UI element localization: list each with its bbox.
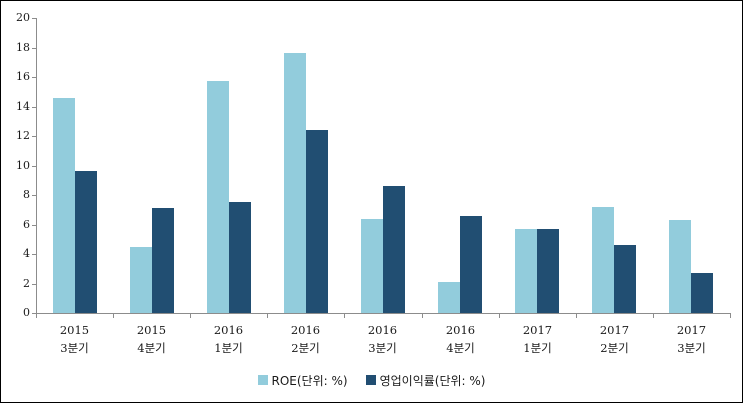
x-category-year: 2015 [59,323,90,337]
x-category-label: 2016 3분기 [344,321,421,357]
bar-op-margin-2016-1분기 [229,202,251,313]
y-axis-tick-label: 12 [16,129,30,142]
bar-op-margin-2016-4분기 [460,216,482,313]
x-axis-tick [344,314,345,318]
y-axis-tick [32,107,36,108]
y-axis-tick [32,48,36,49]
x-category-year: 2016 [290,323,321,337]
x-axis-tick [576,314,577,318]
y-axis-tick [32,136,36,137]
y-axis-tick-label: 14 [16,100,30,113]
y-axis-tick [32,195,36,196]
x-axis-line [36,313,731,314]
bar-roe-2016-1분기 [207,81,229,313]
legend-label: 영업이익률(단위: %) [379,373,486,388]
bar-roe-2016-3분기 [361,219,383,313]
x-category-quarter: 3분기 [368,341,397,355]
bar-roe-2017-2분기 [592,207,614,313]
y-axis-line [36,18,37,314]
y-axis-tick-label: 2 [23,277,30,290]
x-category-label: 2016 4분기 [422,321,499,357]
x-axis-tick [113,314,114,318]
x-category-label: 2017 2분기 [576,321,653,357]
y-axis-tick-label: 0 [23,306,30,319]
x-category-year: 2017 [522,323,553,337]
x-axis-tick [499,314,500,318]
x-category-label: 2015 3분기 [36,321,113,357]
x-category-quarter: 3분기 [677,341,706,355]
x-category-label: 2016 1분기 [190,321,267,357]
bar-op-margin-2017-1분기 [537,229,559,313]
x-category-quarter: 4분기 [137,341,166,355]
x-category-label: 2017 3분기 [653,321,730,357]
y-axis-tick [32,166,36,167]
legend-swatch-icon [365,375,376,385]
y-axis-tick [32,18,36,19]
y-axis-tick-label: 6 [23,218,30,231]
bar-op-margin-2017-2분기 [614,245,636,313]
y-axis-tick-label: 8 [23,188,30,201]
bar-op-margin-2015-3분기 [75,171,97,313]
bar-op-margin-2017-3분기 [691,273,713,313]
x-category-year: 2016 [367,323,398,337]
x-category-quarter: 3분기 [60,341,89,355]
y-axis-tick [32,313,36,314]
bar-roe-2017-3분기 [669,220,691,313]
x-category-year: 2016 [445,323,476,337]
x-category-quarter: 2분기 [291,341,320,355]
y-axis-tick-label: 4 [23,247,30,260]
bar-op-margin-2016-2분기 [306,130,328,313]
y-axis-tick-label: 20 [16,11,30,24]
x-category-quarter: 2분기 [600,341,629,355]
y-axis-tick [32,254,36,255]
y-axis-tick-label: 10 [16,159,30,172]
x-category-label: 2016 2분기 [267,321,344,357]
x-category-label: 2015 4분기 [113,321,190,357]
x-category-year: 2017 [599,323,630,337]
x-category-label: 2017 1분기 [499,321,576,357]
bar-roe-2015-3분기 [53,98,75,313]
x-axis-tick [267,314,268,318]
bar-roe-2016-4분기 [438,282,460,313]
y-axis-tick [32,284,36,285]
y-axis-tick [32,77,36,78]
bar-op-margin-2016-3분기 [383,186,405,313]
y-axis-tick-label: 18 [16,41,30,54]
x-axis-tick [422,314,423,318]
x-category-year: 2015 [136,323,167,337]
bar-roe-2015-4분기 [130,247,152,313]
legend-item-roe: ROE(단위: %) [257,372,348,389]
bar-roe-2016-2분기 [284,53,306,313]
bar-roe-2017-1분기 [515,229,537,313]
y-axis-tick [32,225,36,226]
x-category-quarter: 1분기 [214,341,243,355]
x-category-year: 2016 [213,323,244,337]
y-axis-tick-label: 16 [16,70,30,83]
legend-label: ROE(단위: %) [271,373,348,388]
x-axis-tick [190,314,191,318]
x-category-year: 2017 [676,323,707,337]
x-axis-tick [730,314,731,318]
legend-swatch-icon [257,375,268,385]
chart-legend: ROE(단위: %) 영업이익률(단위: %) [1,371,742,389]
x-axis-tick [36,314,37,318]
x-category-quarter: 4분기 [446,341,475,355]
bar-op-margin-2015-4분기 [152,208,174,313]
legend-item-op-margin: 영업이익률(단위: %) [365,372,486,389]
x-axis-tick [653,314,654,318]
x-category-quarter: 1분기 [523,341,552,355]
